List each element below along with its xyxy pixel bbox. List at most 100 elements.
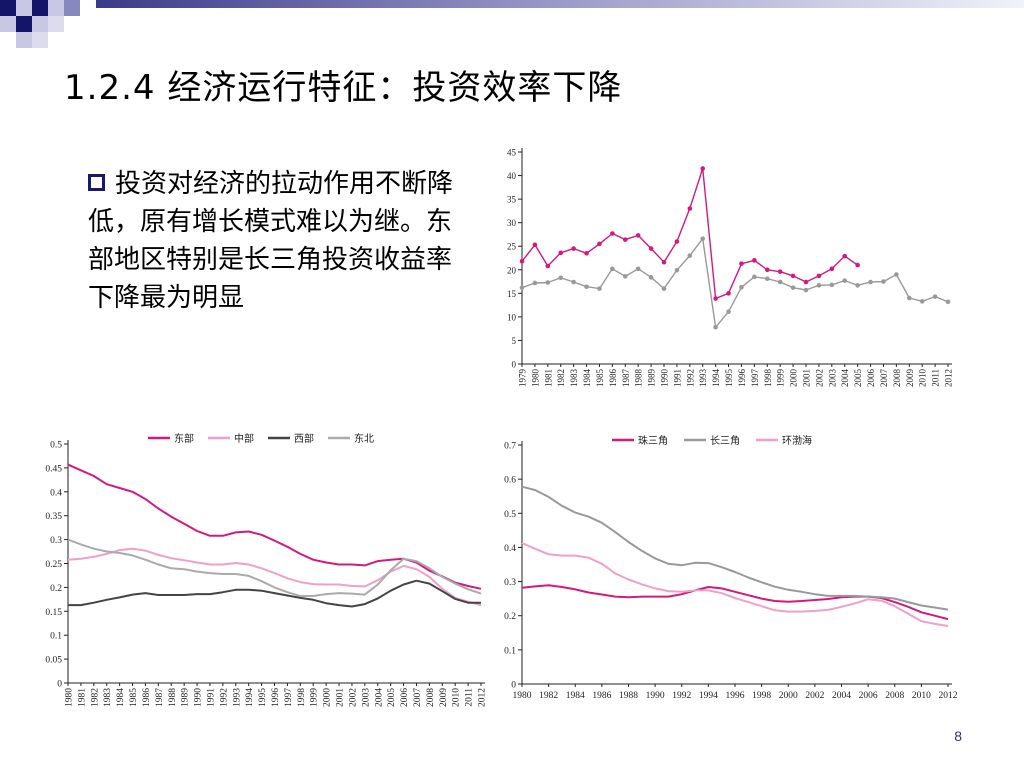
data-point (687, 253, 693, 258)
x-tick-label: 2001 (802, 369, 812, 387)
data-point (558, 250, 564, 256)
series-line-2 (521, 485, 949, 611)
x-tick-label: 1991 (672, 369, 682, 387)
y-tick-label: 0.7 (504, 442, 516, 452)
slide-title: 1.2.4 经济运行特征：投资效率下降 (64, 68, 623, 108)
x-tick-label: 2011 (465, 688, 475, 707)
data-point (739, 261, 744, 266)
data-point (610, 266, 615, 272)
y-tick-label: 0.4 (50, 488, 62, 498)
x-tick-label: 1997 (750, 369, 760, 388)
data-point (932, 294, 938, 299)
x-tick-label: 1994 (245, 688, 255, 707)
x-tick-label: 2004 (840, 369, 850, 388)
x-tick-label: 1992 (672, 691, 691, 701)
x-tick-label: 1992 (685, 369, 695, 387)
x-tick-label: 1995 (724, 369, 734, 388)
series-line-1 (521, 167, 859, 300)
x-tick-label: 1984 (582, 369, 592, 388)
data-point (790, 273, 796, 279)
x-tick-label: 1991 (206, 688, 216, 707)
x-tick-label: 1986 (142, 688, 152, 707)
x-tick-label: 1989 (647, 369, 657, 388)
legend-label: 东北 (354, 432, 374, 445)
data-point (842, 253, 848, 259)
y-tick-label: 0.1 (50, 632, 62, 642)
y-tick-label: 0.2 (504, 612, 516, 622)
y-tick-label: 0 (57, 680, 62, 690)
x-tick-label: 1984 (566, 691, 585, 701)
x-tick-label: 2008 (426, 688, 436, 707)
x-tick-label: 2009 (439, 688, 449, 707)
data-point (945, 299, 951, 305)
x-tick-label: 1980 (530, 369, 540, 388)
x-tick-label: 1985 (129, 688, 139, 707)
x-tick-label: 2010 (452, 688, 462, 707)
data-point (519, 258, 525, 264)
x-tick-label: 2008 (892, 369, 902, 388)
series-line-3 (521, 542, 949, 627)
data-point (571, 246, 576, 251)
y-tick-label: 0 (512, 360, 517, 370)
y-tick-label: 0 (511, 681, 516, 691)
x-tick-label: 2010 (918, 369, 928, 388)
x-tick-label: 2000 (779, 691, 798, 701)
y-tick-label: 0.5 (504, 510, 516, 520)
x-tick-label: 2004 (374, 688, 384, 707)
data-point (894, 272, 899, 277)
x-tick-label: 2009 (905, 369, 915, 388)
x-tick-label: 2012 (478, 688, 488, 707)
series-line-4 (67, 538, 482, 597)
legend-label: 环渤海 (782, 434, 812, 447)
y-tick-label: 0.3 (504, 578, 516, 588)
y-tick-label: 15 (507, 289, 517, 299)
data-point (622, 237, 628, 242)
x-tick-label: 2000 (323, 688, 333, 707)
data-point (906, 295, 912, 301)
x-tick-label: 1982 (90, 688, 100, 707)
chart-megaregion-return: 0 0.1 0.2 0.3 0.4 0.5 0.6 0.7 1980 1982 1984 1986 19… (504, 434, 958, 701)
y-tick-label: 40 (507, 171, 517, 181)
x-tick-label: 1987 (621, 369, 631, 388)
x-tick-label: 2012 (944, 369, 954, 387)
x-tick-label: 2005 (387, 688, 397, 707)
data-point (726, 291, 731, 296)
x-tick-label: 2010 (912, 691, 931, 701)
data-point (661, 286, 667, 291)
data-point (842, 278, 848, 283)
data-point (764, 276, 770, 282)
data-point (661, 259, 667, 265)
y-tick-label: 45 (507, 148, 517, 158)
bullet-square-icon (88, 174, 105, 191)
x-tick-label: 1993 (232, 688, 242, 707)
data-point (803, 287, 809, 293)
series-line-2 (521, 237, 949, 329)
data-point (584, 250, 589, 256)
data-point (532, 280, 538, 286)
x-tick-label: 1999 (776, 369, 786, 388)
data-point (687, 206, 693, 211)
data-point (803, 279, 809, 285)
x-tick-label: 1994 (699, 691, 718, 701)
x-tick-label: 1983 (103, 688, 113, 707)
data-point (752, 258, 757, 263)
x-tick-label: 2006 (400, 688, 410, 707)
data-point (674, 239, 680, 244)
data-point (622, 274, 628, 279)
x-tick-label: 1982 (539, 691, 558, 701)
x-tick-label: 1981 (77, 688, 87, 707)
data-point (545, 280, 551, 285)
x-tick-label: 1988 (168, 688, 178, 707)
y-tick-label: 30 (507, 218, 517, 228)
data-point (713, 296, 718, 301)
data-point (726, 309, 731, 315)
x-tick-label: 1980 (513, 691, 532, 701)
x-tick-label: 1999 (310, 688, 320, 707)
bullet-text: 投资对经济的拉动作用不断降低，原有增长模式难以为继。东部地区特别是长三角投资收益… (88, 169, 454, 313)
x-tick-label: 1986 (608, 369, 618, 388)
data-point (829, 282, 835, 288)
x-tick-label: 1993 (698, 369, 708, 388)
y-tick-label: 0.6 (504, 476, 516, 486)
data-point (635, 233, 641, 238)
